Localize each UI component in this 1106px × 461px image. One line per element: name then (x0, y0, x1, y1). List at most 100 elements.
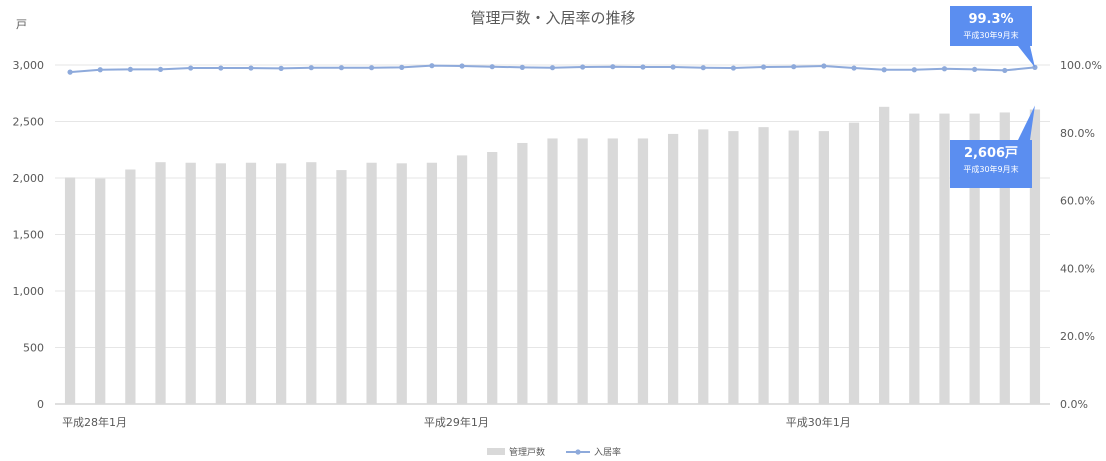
bar-管理戸数 (607, 138, 618, 404)
point-入居率 (67, 69, 73, 75)
point-入居率 (670, 64, 676, 70)
y-right-tick-label: 0.0% (1060, 398, 1088, 411)
bar-管理戸数 (999, 112, 1010, 405)
point-入居率 (459, 63, 465, 69)
callout-box (950, 6, 1032, 46)
bar-管理戸数 (818, 131, 829, 405)
bar-管理戸数 (366, 162, 377, 404)
y-left-tick-label: 2,500 (13, 116, 45, 129)
point-入居率 (881, 67, 887, 73)
bar-管理戸数 (788, 130, 799, 405)
legend-swatch-管理戸数 (487, 448, 505, 455)
legend-label-入居率: 入居率 (594, 446, 621, 458)
y-left-tick-label: 1,500 (13, 229, 45, 242)
y-left-tick-label: 0 (37, 398, 44, 411)
axes: 0 500 1,000 1,500 2,000 2,500 3,000 0.0% 20.0% 40… (13, 59, 1102, 429)
y-right-tick-label: 100.0% (1060, 59, 1102, 72)
point-入居率 (489, 64, 495, 70)
point-入居率 (851, 65, 857, 71)
bar-管理戸数 (939, 113, 950, 404)
bar-管理戸数 (1029, 109, 1041, 404)
point-入居率 (338, 65, 345, 71)
point-入居率 (248, 65, 254, 71)
bar-管理戸数 (95, 178, 106, 404)
y-right-tick-label: 20.0% (1060, 330, 1095, 343)
bar-管理戸数 (396, 163, 407, 404)
point-入居率 (188, 65, 194, 71)
bar-管理戸数 (667, 133, 679, 404)
point-入居率 (308, 65, 314, 71)
callout-box (950, 140, 1032, 188)
x-tick-label: 平成30年1月 (786, 415, 851, 429)
bar-管理戸数 (276, 163, 287, 404)
y-left-tick-label: 2,000 (13, 172, 45, 185)
bar-series-管理戸数 (64, 106, 1041, 405)
point-入居率 (429, 63, 435, 69)
bar-管理戸数 (758, 127, 769, 405)
point-入居率 (580, 64, 586, 70)
bar-管理戸数 (245, 162, 257, 404)
legend-label-管理戸数: 管理戸数 (509, 446, 545, 458)
bar-管理戸数 (879, 106, 890, 404)
point-入居率 (760, 64, 767, 70)
bar-管理戸数 (547, 138, 558, 404)
bar-管理戸数 (215, 163, 226, 404)
bar-管理戸数 (155, 162, 166, 404)
y-right-tick-label: 60.0% (1060, 195, 1095, 208)
bar-管理戸数 (728, 131, 739, 405)
point-入居率 (278, 65, 284, 71)
point-入居率 (549, 65, 556, 71)
y-right-tick-label: 40.0% (1060, 262, 1095, 275)
callout-value: 2,606戸 (964, 146, 1018, 161)
bar-管理戸数 (848, 122, 860, 404)
callout-value: 99.3% (968, 12, 1013, 27)
callout-pointer (1018, 46, 1035, 68)
point-入居率 (911, 67, 917, 73)
x-tick-label: 平成29年1月 (424, 415, 489, 429)
point-入居率 (972, 66, 978, 73)
point-入居率 (368, 65, 375, 71)
bar-管理戸数 (306, 162, 317, 404)
y-axis-unit-label: 戸 (16, 18, 27, 31)
bar-管理戸数 (909, 113, 920, 404)
legend: 管理戸数 入居率 (487, 446, 621, 458)
point-入居率 (941, 66, 948, 72)
point-入居率 (640, 64, 646, 70)
y-left-tick-label: 500 (23, 342, 44, 355)
bar-管理戸数 (487, 152, 498, 404)
point-入居率 (610, 64, 616, 70)
callout-入居率: 99.3% 平成30年9月末 (950, 6, 1035, 68)
y-left-tick-label: 3,000 (13, 59, 45, 72)
callout-date: 平成30年9月末 (963, 164, 1018, 174)
bar-管理戸数 (698, 129, 709, 404)
point-入居率 (519, 64, 525, 70)
point-入居率 (1002, 67, 1008, 74)
point-入居率 (97, 67, 103, 73)
point-入居率 (218, 65, 224, 71)
bar-管理戸数 (64, 177, 76, 404)
bar-管理戸数 (637, 138, 649, 404)
bar-管理戸数 (577, 138, 588, 404)
point-入居率 (157, 66, 164, 73)
bar-管理戸数 (426, 162, 438, 404)
bar-管理戸数 (125, 169, 136, 404)
bar-管理戸数 (185, 162, 196, 404)
x-tick-label: 平成28年1月 (62, 415, 127, 429)
bar-管理戸数 (456, 155, 468, 404)
point-入居率 (399, 64, 405, 70)
callout-pointer (1018, 105, 1035, 140)
y-left-tick-label: 1,000 (13, 285, 45, 298)
point-入居率 (127, 66, 133, 73)
bar-管理戸数 (517, 142, 528, 404)
bar-管理戸数 (969, 113, 980, 404)
bar-管理戸数 (336, 170, 347, 404)
point-入居率 (730, 65, 737, 71)
chart-title: 管理戸数・入居率の推移 (470, 9, 635, 27)
point-入居率 (700, 65, 706, 71)
point-入居率 (791, 64, 797, 70)
point-入居率 (821, 63, 827, 69)
